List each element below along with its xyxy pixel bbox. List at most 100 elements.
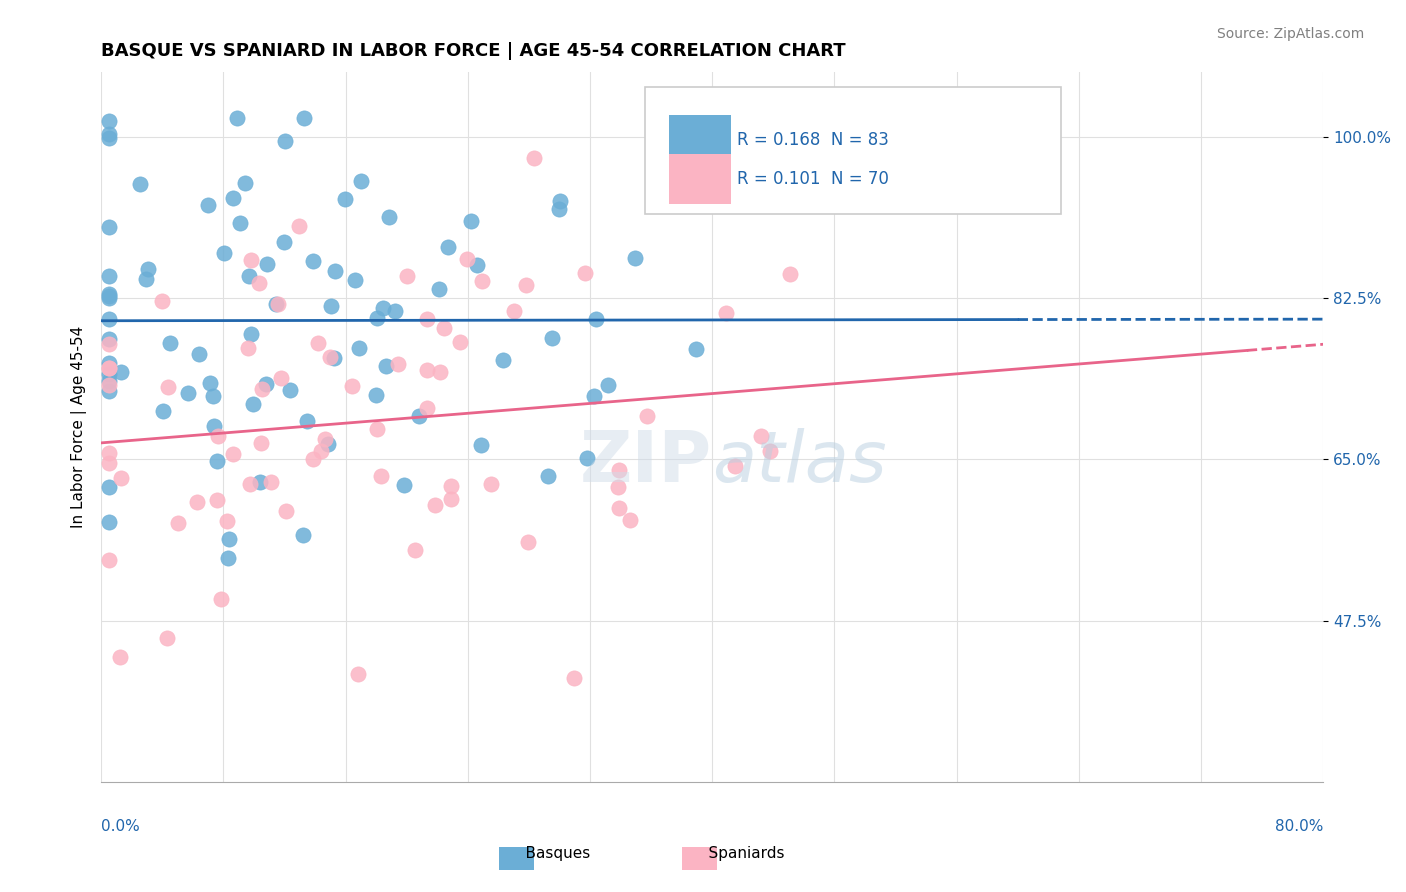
Point: [150, 293, 173, 308]
Point: [607, 500, 630, 515]
Point: [323, 264, 346, 278]
Point: [97, 446, 120, 460]
Point: [186, 495, 208, 509]
Point: [404, 542, 426, 557]
Point: [97, 113, 120, 128]
Point: [396, 268, 419, 283]
Point: [371, 301, 394, 315]
Point: [239, 477, 262, 491]
Point: [225, 112, 247, 126]
Point: [97, 457, 120, 471]
Point: [316, 436, 339, 450]
Point: [492, 352, 515, 367]
Point: [97, 337, 120, 351]
Point: [242, 397, 264, 411]
Point: [217, 550, 239, 565]
Point: [97, 384, 120, 398]
Point: [470, 438, 492, 452]
Point: [562, 671, 585, 685]
Point: [238, 269, 260, 284]
Point: [408, 409, 430, 423]
Point: [429, 365, 451, 379]
Point: [366, 310, 388, 325]
Point: [97, 553, 120, 567]
Point: [427, 282, 450, 296]
Y-axis label: In Labor Force | Age 45-54: In Labor Force | Age 45-54: [72, 326, 87, 528]
Point: [465, 258, 488, 272]
Point: [440, 491, 463, 506]
Point: [235, 176, 257, 190]
Point: [209, 591, 232, 606]
Point: [387, 357, 409, 371]
Point: [645, 112, 668, 126]
Text: R = 0.168  N = 83: R = 0.168 N = 83: [737, 131, 889, 149]
Point: [97, 289, 120, 303]
Point: [583, 389, 606, 403]
Point: [274, 504, 297, 518]
Point: [159, 335, 181, 350]
Point: [440, 479, 463, 493]
Point: [685, 342, 707, 356]
Point: [481, 477, 503, 491]
Point: [229, 216, 252, 230]
Point: [574, 266, 596, 280]
Text: ZIP: ZIP: [579, 428, 713, 497]
Point: [724, 458, 747, 473]
Point: [177, 386, 200, 401]
Point: [202, 419, 225, 434]
Point: [274, 134, 297, 148]
Point: [218, 532, 240, 546]
Point: [375, 359, 398, 373]
Text: Spaniards: Spaniards: [689, 846, 785, 861]
Point: [212, 245, 235, 260]
Point: [335, 192, 357, 206]
Point: [247, 276, 270, 290]
Point: [503, 304, 526, 318]
Point: [416, 311, 439, 326]
Point: [135, 271, 157, 285]
Point: [548, 194, 571, 209]
Point: [384, 303, 406, 318]
Point: [307, 336, 329, 351]
FancyBboxPatch shape: [645, 87, 1060, 214]
Point: [97, 268, 120, 283]
Point: [249, 475, 271, 489]
Point: [366, 388, 388, 402]
Point: [240, 326, 263, 341]
Point: [254, 376, 277, 391]
Point: [267, 297, 290, 311]
Point: [202, 389, 225, 403]
Point: [97, 480, 120, 494]
Point: [108, 650, 131, 665]
Text: 0.0%: 0.0%: [101, 819, 139, 833]
Point: [319, 351, 342, 365]
Point: [346, 666, 368, 681]
Point: [97, 515, 120, 529]
Point: [471, 274, 494, 288]
Point: [516, 534, 538, 549]
Point: [188, 346, 211, 360]
Text: 80.0%: 80.0%: [1275, 819, 1323, 833]
Point: [425, 499, 447, 513]
Point: [264, 296, 287, 310]
Point: [256, 258, 278, 272]
Point: [222, 447, 245, 461]
Text: Source: ZipAtlas.com: Source: ZipAtlas.com: [1216, 27, 1364, 41]
Point: [758, 443, 780, 458]
Point: [460, 214, 482, 228]
Text: Basques: Basques: [506, 846, 591, 861]
Point: [197, 198, 219, 212]
Point: [295, 414, 318, 428]
Point: [110, 365, 132, 379]
Point: [541, 331, 564, 345]
FancyBboxPatch shape: [669, 154, 731, 203]
Point: [548, 202, 571, 216]
Point: [416, 401, 439, 416]
Point: [136, 262, 159, 277]
Point: [343, 273, 366, 287]
Point: [537, 469, 560, 483]
Point: [779, 267, 801, 281]
Point: [97, 368, 120, 382]
Point: [270, 371, 292, 385]
Point: [157, 380, 180, 394]
